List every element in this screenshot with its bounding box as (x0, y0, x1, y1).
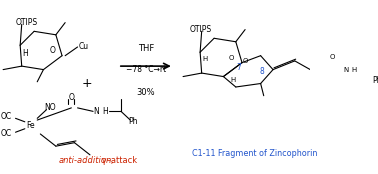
Text: anti-addition,: anti-addition, (59, 156, 115, 165)
Text: OTIPS: OTIPS (15, 18, 38, 27)
Text: O: O (242, 58, 248, 64)
Text: THF: THF (138, 44, 154, 53)
Text: NO: NO (44, 103, 56, 112)
Text: −78 °C→rt: −78 °C→rt (126, 65, 166, 74)
Text: H: H (230, 77, 235, 83)
Text: H: H (22, 49, 28, 58)
Text: +: + (82, 77, 92, 90)
Text: O: O (68, 93, 74, 102)
Text: O: O (50, 46, 56, 55)
Text: Cu: Cu (79, 42, 89, 52)
Text: OC: OC (1, 129, 12, 139)
Text: 7: 7 (237, 63, 241, 72)
Text: N: N (343, 67, 349, 73)
Text: H: H (202, 56, 208, 62)
Text: 30%: 30% (136, 88, 155, 97)
Text: O: O (228, 55, 234, 61)
Text: OTIPS: OTIPS (189, 25, 211, 34)
Text: γ–attack: γ–attack (99, 156, 137, 165)
Text: O: O (329, 54, 335, 60)
Text: OC: OC (1, 112, 12, 121)
Text: C1-11 Fragment of Zincophorin: C1-11 Fragment of Zincophorin (192, 149, 317, 158)
Text: Ph: Ph (129, 117, 138, 126)
Text: N: N (93, 107, 99, 116)
Text: H: H (351, 67, 356, 73)
Text: 8: 8 (260, 67, 265, 76)
Text: H: H (102, 107, 108, 116)
Text: Fe: Fe (27, 121, 35, 130)
Text: Ph: Ph (372, 76, 378, 85)
